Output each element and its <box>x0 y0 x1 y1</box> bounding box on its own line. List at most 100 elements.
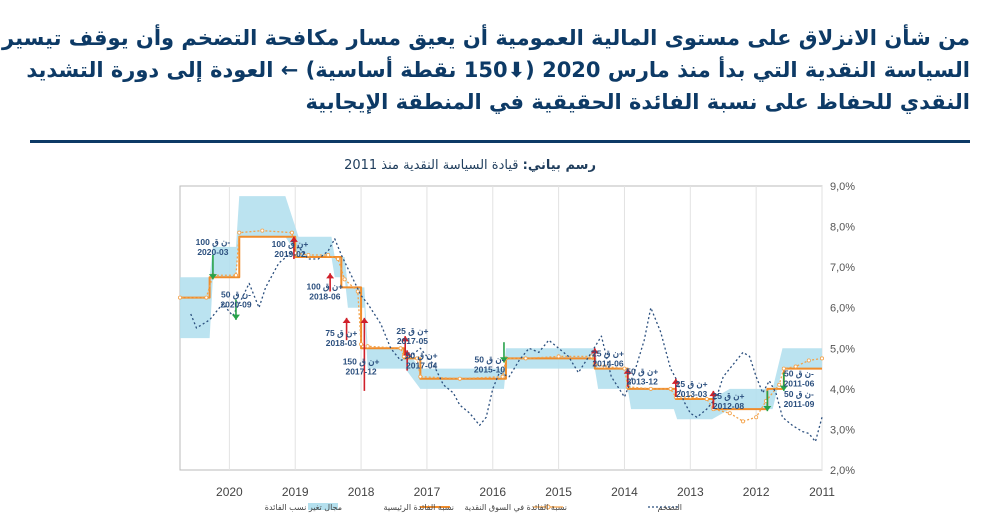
series-point <box>500 374 505 379</box>
decision-label: 2015-10 <box>474 364 505 374</box>
series-point <box>326 252 331 257</box>
decision-arrowhead <box>289 236 298 242</box>
series-point <box>204 295 209 300</box>
chart-title-text: قيادة السياسة النقدية منذ 2011 <box>344 158 519 173</box>
series-point <box>342 277 347 282</box>
decision-label: ن ق 50- <box>784 389 814 400</box>
x-tick-label: 2016 <box>479 485 506 499</box>
decision-arrowhead <box>401 336 410 342</box>
legend-label: مجال تغير نسب الفائدة <box>265 503 342 512</box>
series-point <box>457 376 462 381</box>
decision-label: 2020-03 <box>197 247 228 257</box>
series-point <box>727 411 732 416</box>
decision-arrowhead <box>671 378 680 384</box>
decision-label: ن ق 50- <box>784 369 814 380</box>
decision-label: 2012-08 <box>713 401 744 411</box>
decision-label: ن ق 50+ <box>406 350 438 361</box>
decision-arrowhead <box>590 348 599 354</box>
decision-label: 2011-06 <box>784 379 815 389</box>
decision-label: 2017-12 <box>345 367 376 377</box>
decision-label: ن ق 100+ <box>272 239 309 250</box>
series-point <box>688 394 693 399</box>
headline-line-1: من شأن الانزلاق على مستوى المالية العموم… <box>2 26 970 50</box>
decision-arrowhead <box>326 273 335 279</box>
decision-label: 2019-02 <box>274 249 305 259</box>
y-tick-label: 5,0% <box>830 343 855 355</box>
y-tick-label: 9,0% <box>830 181 855 193</box>
y-tick-label: 7,0% <box>830 262 855 274</box>
decision-label: ن ق 50+ <box>626 367 658 378</box>
series-point <box>306 252 311 257</box>
series-line-2 <box>180 229 823 422</box>
series-line-3 <box>189 238 823 443</box>
series-point <box>806 358 811 363</box>
y-tick-label: 8,0% <box>830 222 855 234</box>
decision-label: ن ق 100+ <box>307 281 344 292</box>
decision-label: ن ق 25+ <box>592 348 624 359</box>
x-tick-label: 2012 <box>743 485 770 499</box>
series-point <box>177 295 182 300</box>
headline-line-3: النقدي للحفاظ على نسبة الفائدة الحقيقية … <box>305 90 970 114</box>
series-point <box>418 374 423 379</box>
series-point <box>820 356 825 361</box>
decision-label: ن ق 50- <box>221 290 251 301</box>
decision-arrowhead <box>342 317 351 324</box>
decision-arrowhead <box>499 357 508 363</box>
decision-arrowhead <box>709 390 718 397</box>
series-point <box>589 354 594 359</box>
decision-label: 2011-09 <box>784 399 815 409</box>
series-point <box>237 230 242 235</box>
series-point <box>289 230 294 235</box>
series-point <box>398 346 403 351</box>
chart-title: رسم بياني: قيادة السياسة النقدية منذ 201… <box>280 158 660 173</box>
legend-swatch-band <box>308 503 338 510</box>
decision-label: ن ق 50- <box>475 354 505 365</box>
decision-arrowhead <box>403 350 412 356</box>
y-tick-label: 2,0% <box>830 465 855 477</box>
decision-label: 2013-03 <box>676 389 707 399</box>
chart-title-prefix: رسم بياني: <box>522 158 596 173</box>
series-point <box>523 356 528 361</box>
series-point <box>556 354 561 359</box>
decision-label: ن ق 75+ <box>325 328 357 339</box>
decision-arrowhead <box>763 405 772 412</box>
headline-divider <box>30 140 970 143</box>
decision-label: 2018-06 <box>309 291 340 301</box>
series-point <box>740 419 745 424</box>
legend-label: نسبة الفائدة الرئيسية <box>384 503 454 512</box>
x-tick-label: 2017 <box>414 485 441 499</box>
decision-label: ن ق 100- <box>196 237 231 248</box>
decision-label: 2018-03 <box>326 338 357 348</box>
y-tick-label: 6,0% <box>830 303 855 315</box>
series-point <box>355 289 360 294</box>
legend-label: التضخم <box>658 503 683 512</box>
series-point <box>365 344 370 349</box>
decision-label: ن ق 150+ <box>343 357 380 368</box>
decision-label: 2017-05 <box>397 336 428 346</box>
decision-label: ن ق 25+ <box>712 391 744 402</box>
series-point <box>754 415 759 420</box>
x-tick-label: 2015 <box>545 485 572 499</box>
decision-arrowhead <box>231 314 240 320</box>
series-point <box>622 366 627 371</box>
x-tick-label: 2020 <box>216 485 243 499</box>
legend-label: نسبة الفائدة في السوق النقدية <box>465 503 567 512</box>
x-tick-label: 2013 <box>677 485 704 499</box>
series-point <box>704 396 709 401</box>
series-point <box>359 342 364 347</box>
series-point <box>336 257 341 262</box>
decision-label: ن ق 25+ <box>396 326 428 337</box>
decision-arrowhead <box>623 368 632 374</box>
y-tick-label: 4,0% <box>830 384 855 396</box>
headline: من شأن الانزلاق على مستوى المالية العموم… <box>2 22 970 118</box>
decision-label: 2014-06 <box>592 358 623 368</box>
series-point <box>793 364 798 369</box>
decision-label: 2017-04 <box>406 360 437 370</box>
series-point <box>777 382 782 387</box>
decision-arrowhead <box>779 385 788 391</box>
series-point <box>602 364 607 369</box>
headline-line-2: السياسة النقدية التي بدأ منذ مارس 2020 (… <box>26 58 970 82</box>
x-tick-label: 2018 <box>348 485 375 499</box>
x-tick-label: 2019 <box>282 485 309 499</box>
